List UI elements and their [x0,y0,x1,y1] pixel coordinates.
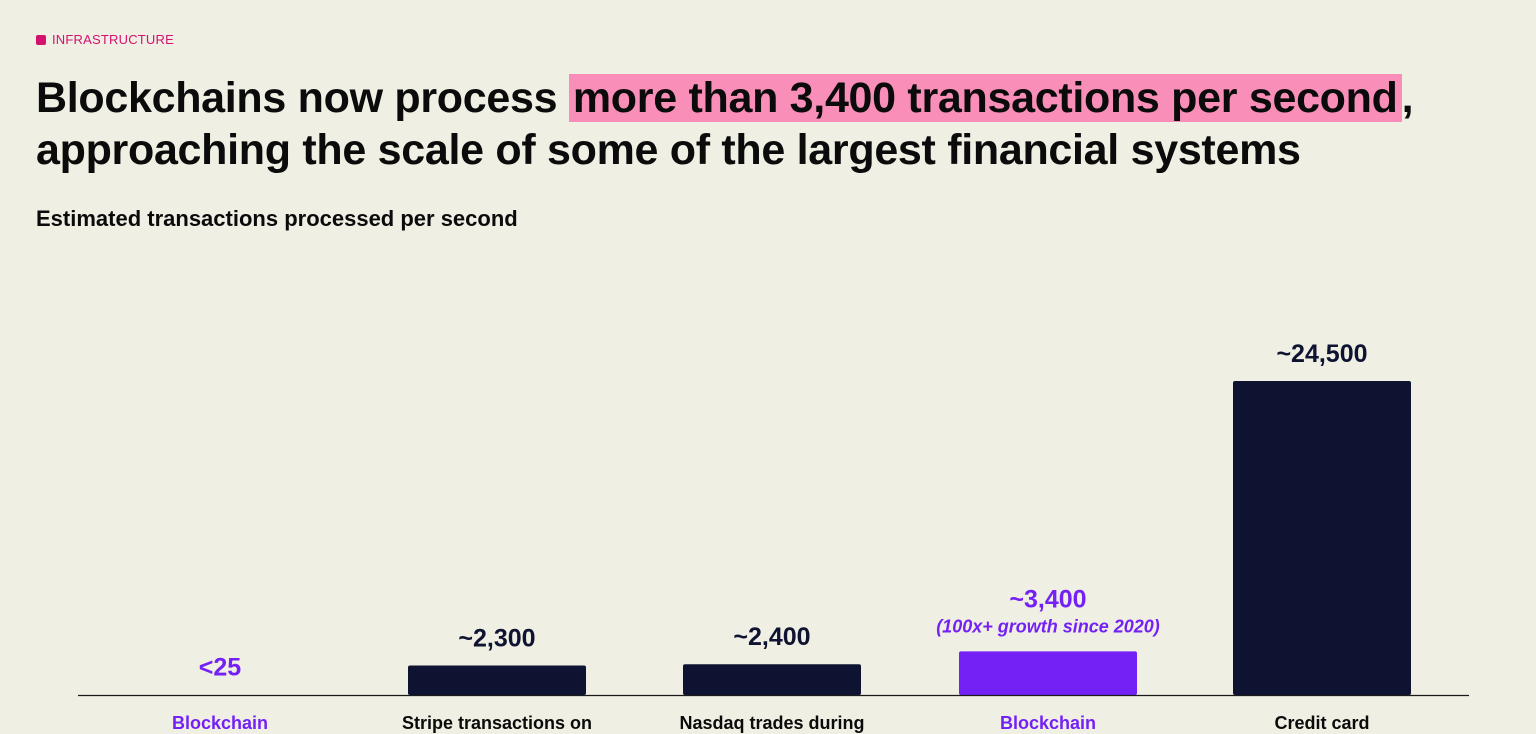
bar-annotation: (100x+ growth since 2020) [936,616,1160,636]
category-label: Nasdaq trades during [679,713,864,733]
data-label: <25 [199,654,242,682]
category-tag: INFRASTRUCTURE [36,32,174,47]
chart-title: Estimated transactions processed per sec… [36,206,518,231]
data-label: ~2,400 [733,623,810,651]
category-label: Blockchain [1000,713,1096,733]
category-label: Stripe transactions on [402,713,592,733]
tag-dot-icon [36,34,46,45]
headline-comma: , [1401,74,1414,122]
data-label: ~24,500 [1276,340,1367,368]
category-label: Credit card [1274,713,1369,733]
headline-line-2: approaching the scale of some of the lar… [36,126,1301,174]
headline-start: Blockchains now process [36,74,569,122]
data-label: ~3,400 [1009,585,1086,613]
bar [408,665,586,695]
bar [959,651,1137,695]
tag-label: INFRASTRUCTURE [52,32,174,47]
headline: Blockchains now process more than 3,400 … [36,72,1476,176]
category-label: Blockchain [172,713,268,733]
bar [1233,381,1411,695]
headline-highlight: more than 3,400 transactions per second [568,74,1402,122]
bar [683,664,861,695]
data-label: ~2,300 [458,625,535,653]
